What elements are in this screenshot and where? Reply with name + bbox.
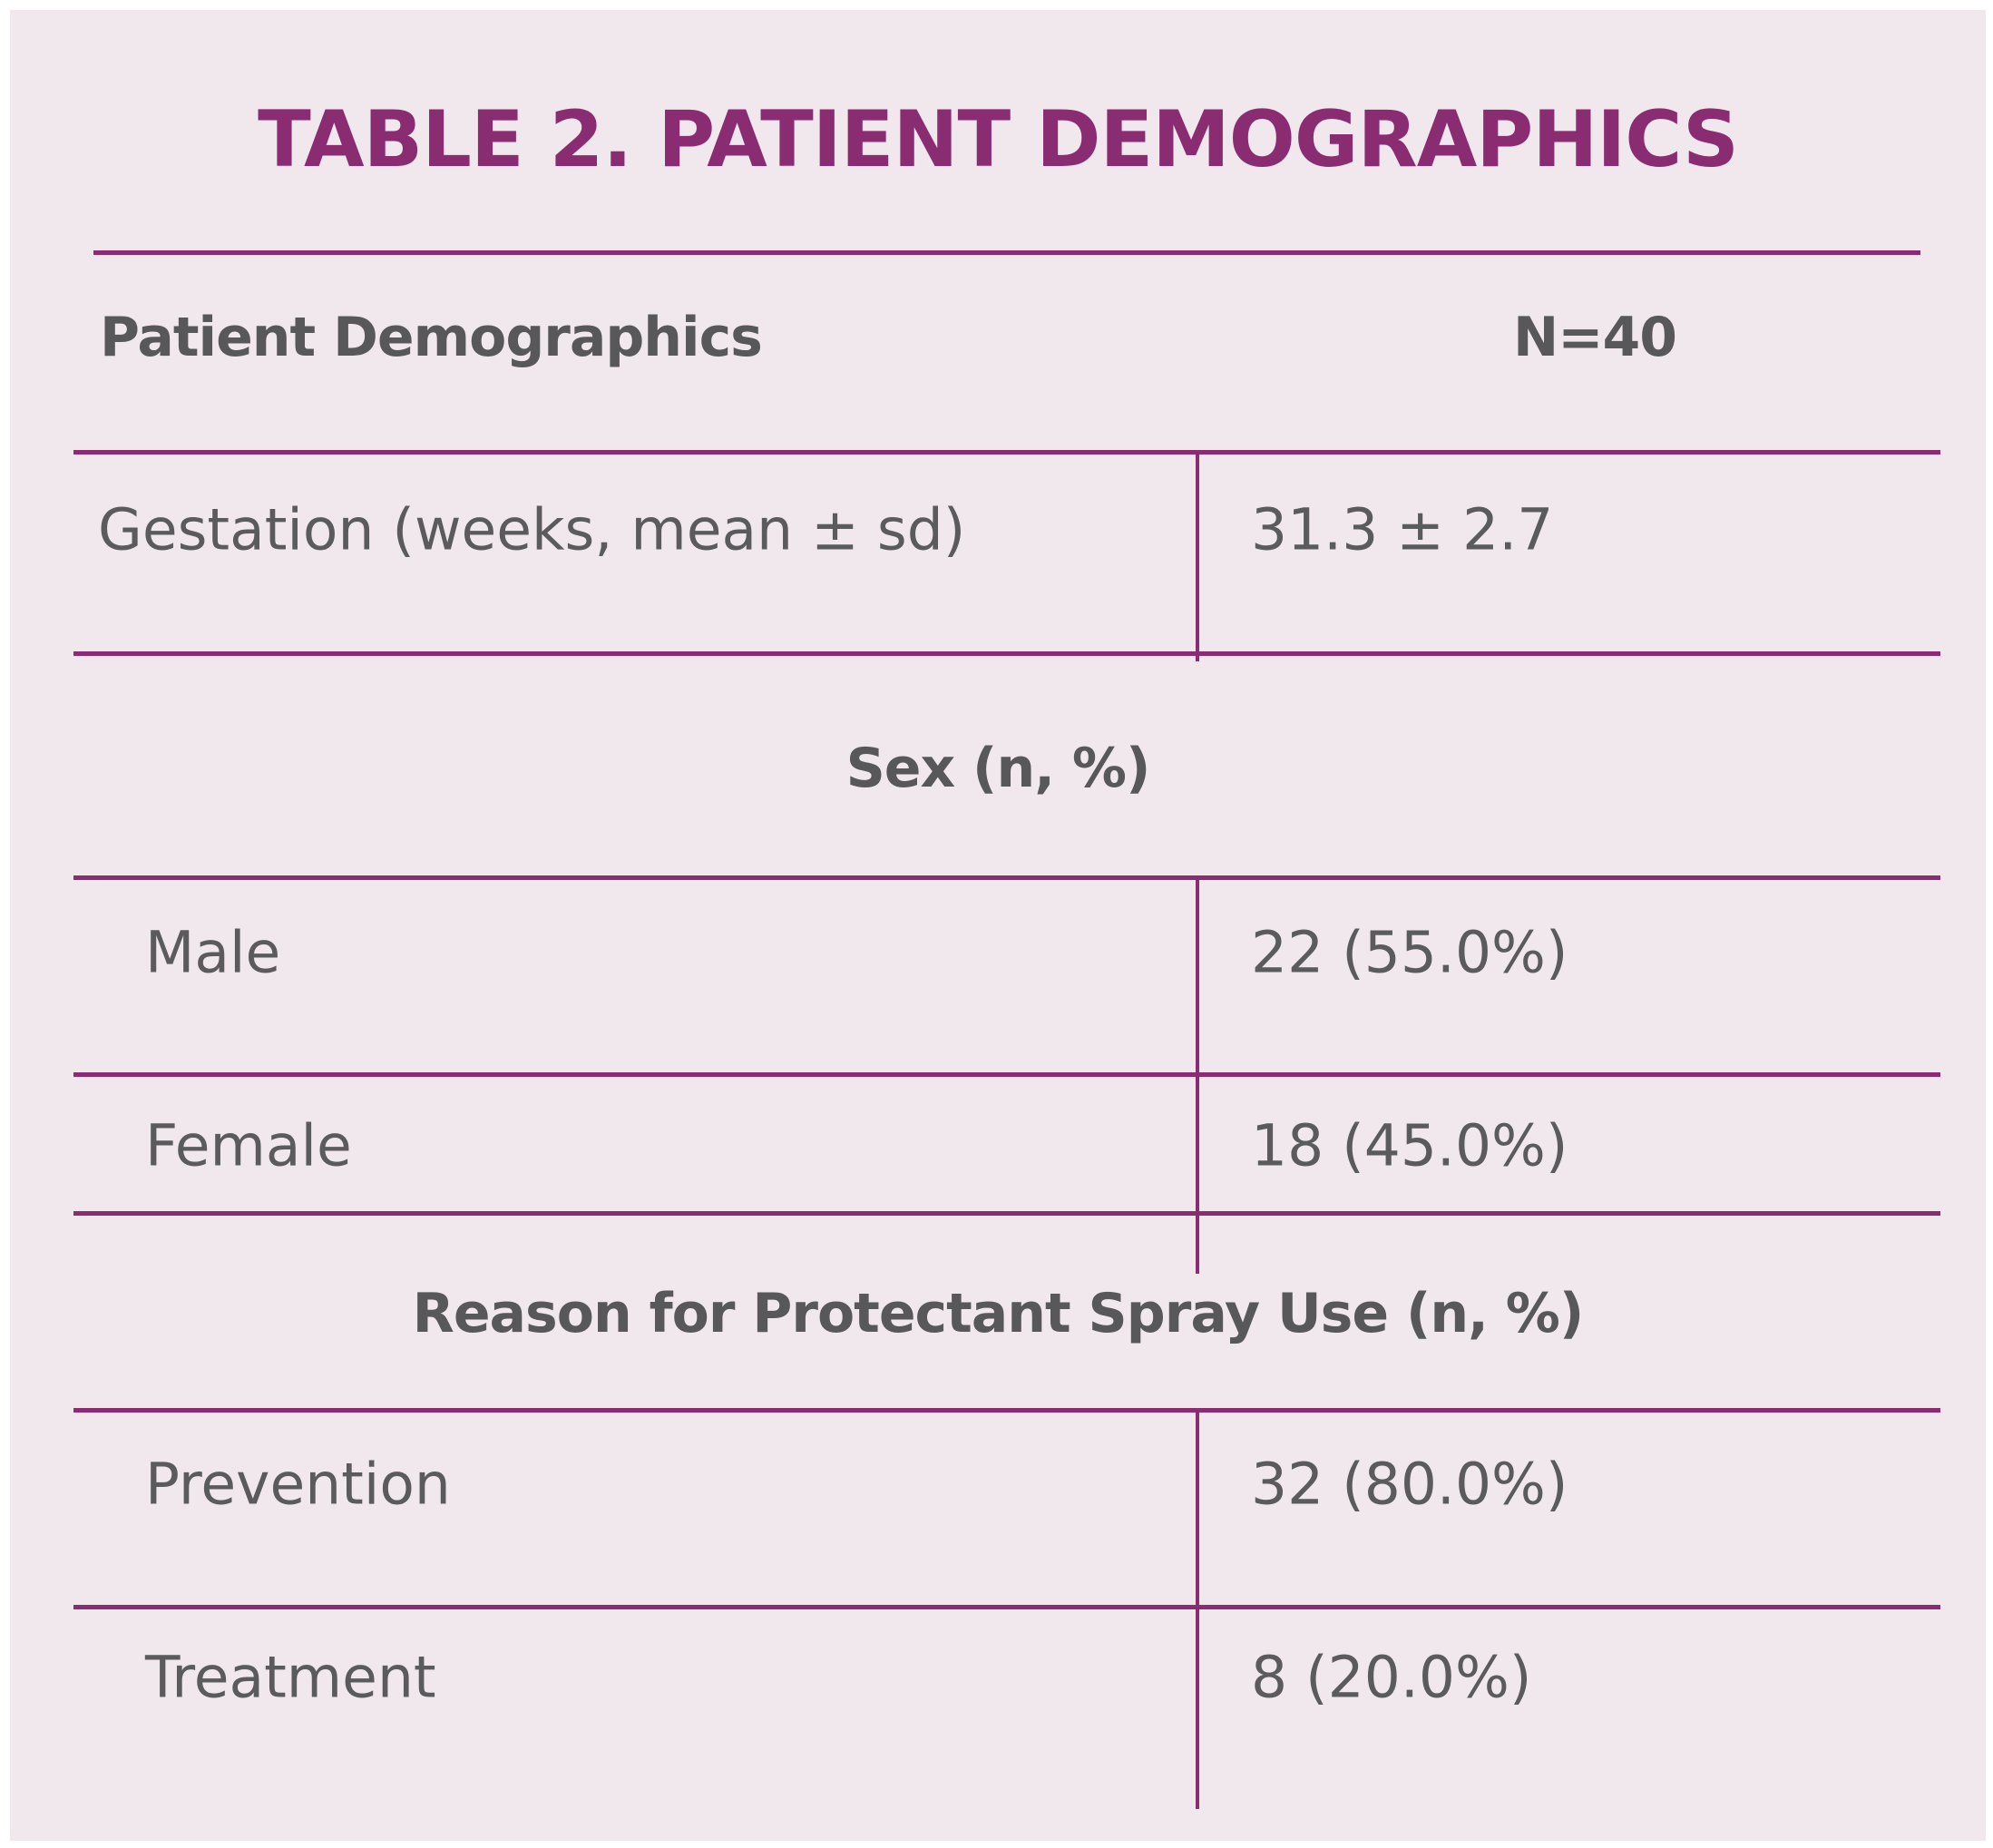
reason-row-value: 32 (80.0%) — [1251, 1451, 1568, 1518]
gestation-label: Gestation (weeks, mean ± sd) — [98, 496, 966, 563]
table-title: TABLE 2. PATIENT DEMOGRAPHICS — [258, 94, 1739, 185]
sex-row-label: Female — [145, 1112, 352, 1179]
sex-heading: Sex (n, %) — [845, 737, 1151, 800]
header-value: N=40 — [1513, 306, 1677, 369]
table-panel: TABLE 2. PATIENT DEMOGRAPHICS Patient De… — [10, 10, 1986, 1841]
reason-row-label: Treatment — [145, 1644, 436, 1711]
gestation-value: 31.3 ± 2.7 — [1251, 496, 1554, 563]
row-divider — [73, 1605, 1940, 1609]
column-divider — [1196, 453, 1199, 661]
row-divider — [73, 1408, 1940, 1413]
row-divider — [73, 875, 1940, 880]
row-divider — [73, 651, 1940, 656]
row-divider — [73, 1211, 1940, 1216]
reason-row-value: 8 (20.0%) — [1251, 1644, 1532, 1711]
sex-row-label: Male — [145, 919, 281, 986]
column-divider — [1196, 1411, 1199, 1809]
reason-row-label: Prevention — [145, 1451, 451, 1518]
reason-heading: Reason for Protectant Spray Use (n, %) — [412, 1282, 1585, 1345]
header-label: Patient Demographics — [100, 306, 763, 369]
row-divider — [73, 450, 1940, 455]
sex-row-value: 18 (45.0%) — [1251, 1112, 1568, 1179]
title-rule — [93, 250, 1920, 255]
row-divider — [73, 1072, 1940, 1077]
sex-row-value: 22 (55.0%) — [1251, 919, 1568, 986]
